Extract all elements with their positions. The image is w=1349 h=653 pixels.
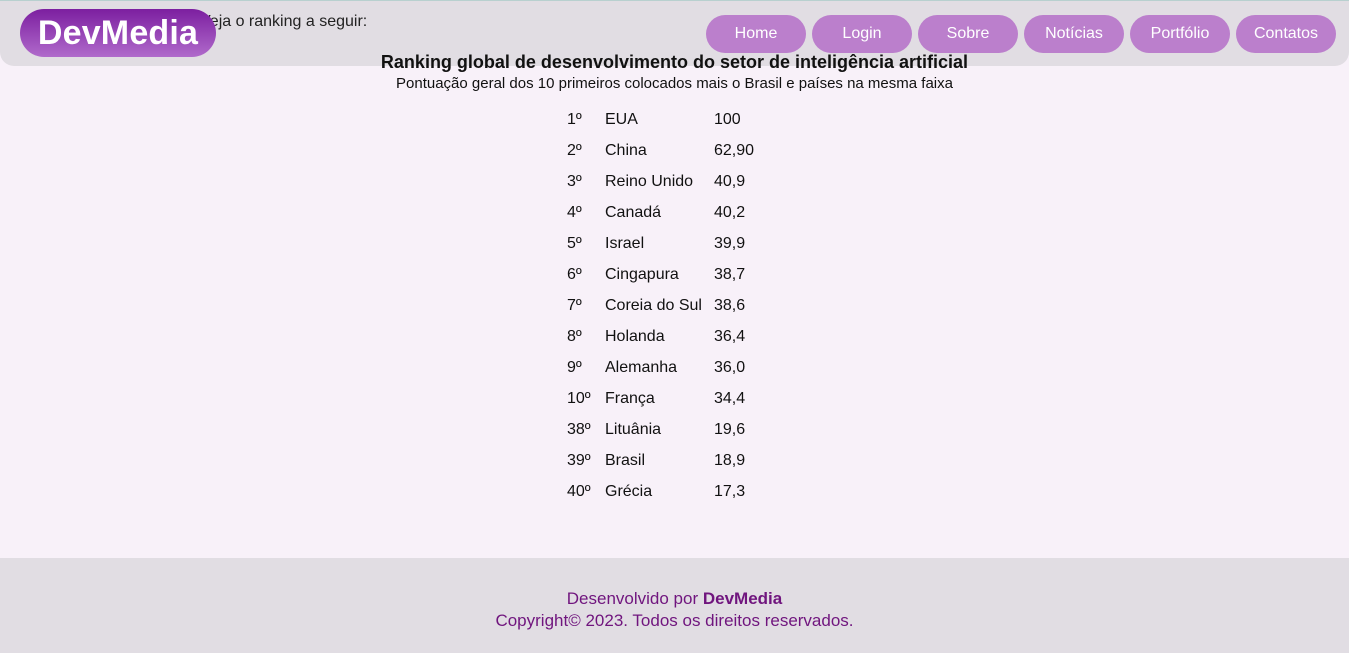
- country-name: China: [605, 141, 647, 159]
- country-name: Lituânia: [605, 420, 662, 438]
- nav-noticias-button[interactable]: Notícias: [1024, 15, 1124, 53]
- table-row: 1º EUA 100: [561, 104, 760, 135]
- rank-position: 2º: [567, 141, 582, 159]
- table-row: 5º Israel 39,9: [561, 228, 760, 259]
- score-value: 38,6: [713, 296, 746, 314]
- country-name: Coreia do Sul: [605, 296, 702, 314]
- rank-position: 38º: [567, 420, 591, 438]
- table-row: 38º Lituânia 19,6: [561, 414, 760, 445]
- table-row: 4º Canadá 40,2: [561, 197, 760, 228]
- score-value: 100: [713, 110, 741, 128]
- rank-position: 4º: [567, 203, 582, 221]
- country-name: Canadá: [605, 203, 662, 221]
- main-nav: Home Login Sobre Notícias Portfólio Cont…: [706, 15, 1336, 53]
- country-name: Grécia: [605, 482, 653, 500]
- table-row: 2º China 62,90: [561, 135, 760, 166]
- table-row: 10º França 34,4: [561, 383, 760, 414]
- rank-position: 10º: [567, 389, 591, 407]
- score-value: 62,90: [713, 141, 754, 159]
- rank-position: 1º: [567, 110, 582, 128]
- country-name: França: [605, 389, 655, 407]
- score-value: 40,2: [713, 203, 746, 221]
- footer-credit: Desenvolvido por DevMedia: [0, 589, 1349, 609]
- rank-position: 40º: [567, 482, 591, 500]
- footer-developed-by: Desenvolvido por: [566, 589, 703, 608]
- rank-position: 3º: [567, 172, 582, 190]
- table-row: 6º Cingapura 38,7: [561, 259, 760, 290]
- rank-position: 6º: [567, 265, 582, 283]
- table-row: 9º Alemanha 36,0: [561, 352, 760, 383]
- footer-copyright: Copyright© 2023. Todos os direitos reser…: [495, 611, 854, 630]
- score-value: 40,9: [713, 172, 746, 190]
- country-name: Brasil: [605, 451, 646, 469]
- score-value: 19,6: [713, 420, 746, 438]
- rank-position: 8º: [567, 327, 582, 345]
- score-value: 34,4: [713, 389, 746, 407]
- score-value: 38,7: [713, 265, 746, 283]
- table-row: 8º Holanda 36,4: [561, 321, 760, 352]
- score-value: 39,9: [713, 234, 746, 252]
- ranking-title: Ranking global de desenvolvimento do set…: [380, 52, 969, 72]
- header: Veja o ranking a seguir: DevMedia Home L…: [0, 0, 1349, 66]
- country-name: EUA: [605, 110, 638, 128]
- ranking-table: 1º EUA 100 2º China 62,90 3º Reino Unido 40,9 4º C…: [561, 104, 760, 507]
- table-row: 7º Coreia do Sul 38,6: [561, 290, 760, 321]
- score-value: 18,9: [713, 451, 746, 469]
- nav-login-button[interactable]: Login: [812, 15, 912, 53]
- nav-sobre-button[interactable]: Sobre: [918, 15, 1018, 53]
- country-name: Alemanha: [605, 358, 678, 376]
- ranking-subtitle: Pontuação geral dos 10 primeiros colocad…: [396, 75, 953, 92]
- rank-position: 7º: [567, 296, 582, 314]
- table-row: 40º Grécia 17,3: [561, 476, 760, 507]
- score-value: 17,3: [713, 482, 746, 500]
- rank-position: 9º: [567, 358, 582, 376]
- rank-position: 5º: [567, 234, 582, 252]
- table-row: 3º Reino Unido 40,9: [561, 166, 760, 197]
- country-name: Israel: [605, 234, 645, 252]
- footer-brand: DevMedia: [702, 589, 783, 608]
- nav-portfolio-button[interactable]: Portfólio: [1130, 15, 1230, 53]
- country-name: Cingapura: [605, 265, 679, 283]
- country-name: Holanda: [605, 327, 665, 345]
- intro-text: Veja o ranking a seguir:: [200, 13, 368, 30]
- logo[interactable]: DevMedia: [20, 9, 216, 57]
- nav-home-button[interactable]: Home: [706, 15, 806, 53]
- score-value: 36,0: [713, 358, 746, 376]
- table-row: 39º Brasil 18,9: [561, 445, 760, 476]
- score-value: 36,4: [713, 327, 746, 345]
- rank-position: 39º: [567, 451, 591, 469]
- country-name: Reino Unido: [605, 172, 694, 190]
- footer: Desenvolvido por DevMedia Copyright© 202…: [0, 558, 1349, 653]
- nav-contatos-button[interactable]: Contatos: [1236, 15, 1336, 53]
